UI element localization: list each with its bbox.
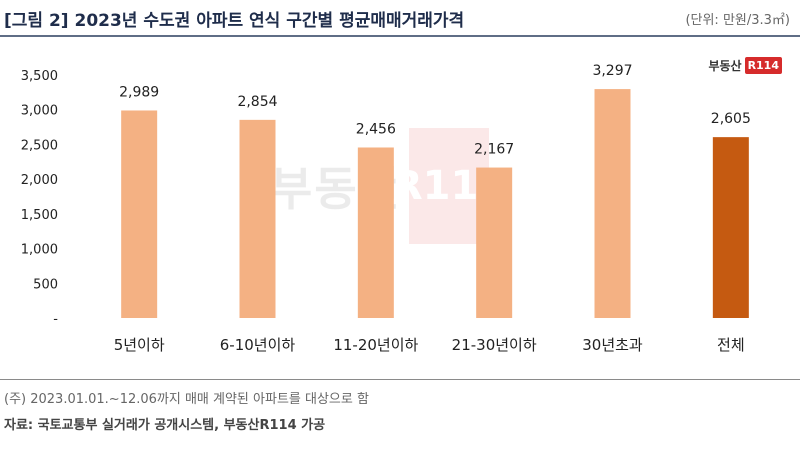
y-tick-label: 2,500 bbox=[21, 138, 58, 153]
bar bbox=[476, 167, 513, 318]
bar bbox=[594, 89, 631, 319]
y-tick-label: 3,000 bbox=[21, 104, 58, 119]
footnote: (주) 2023.01.01.~12.06까지 매매 계약된 아파트를 대상으로… bbox=[4, 392, 369, 407]
header-divider bbox=[0, 35, 800, 37]
bar bbox=[712, 137, 749, 318]
x-tick-label: 5년이하 bbox=[114, 336, 165, 354]
bar bbox=[239, 119, 276, 318]
data-label: 2,167 bbox=[474, 142, 514, 158]
bar-chart: - 500 1,000 1,500 2,000 2,500 3,000 3,500 2,989 5… bbox=[21, 63, 751, 354]
x-tick-label: 전체 bbox=[717, 336, 745, 354]
y-tick-label: 3,500 bbox=[21, 69, 58, 84]
bar bbox=[357, 147, 394, 318]
y-tick-label: 2,000 bbox=[21, 173, 58, 188]
x-tick-label: 6-10년이하 bbox=[220, 336, 296, 354]
x-tick-label: 11-20년이하 bbox=[333, 336, 418, 354]
data-label: 2,456 bbox=[356, 121, 396, 137]
brand-logo: 부동산 R114 bbox=[708, 57, 782, 74]
y-tick-label: 1,000 bbox=[21, 243, 58, 258]
logo-box: R114 bbox=[744, 57, 782, 74]
footer-divider bbox=[0, 379, 800, 380]
y-tick-label: 500 bbox=[33, 277, 58, 292]
chart-title: [그림 2] 2023년 수도권 아파트 연식 구간별 평균매매거래가격 bbox=[4, 11, 465, 31]
data-label: 2,605 bbox=[711, 111, 751, 127]
unit-label: (단위: 만원/3.3㎡) bbox=[685, 13, 790, 28]
x-tick-label: 30년초과 bbox=[582, 336, 643, 354]
data-label: 2,989 bbox=[119, 84, 159, 100]
source-note: 자료: 국토교통부 실거래가 공개시스템, 부동산R114 가공 bbox=[4, 418, 326, 433]
data-label: 3,297 bbox=[592, 63, 632, 79]
y-tick-label: 1,500 bbox=[21, 208, 58, 223]
y-tick-label: - bbox=[53, 312, 58, 327]
logo-text: 부동산 bbox=[708, 59, 742, 73]
x-tick-label: 21-30년이하 bbox=[452, 336, 537, 354]
bar bbox=[121, 110, 158, 318]
data-label: 2,854 bbox=[237, 94, 277, 110]
